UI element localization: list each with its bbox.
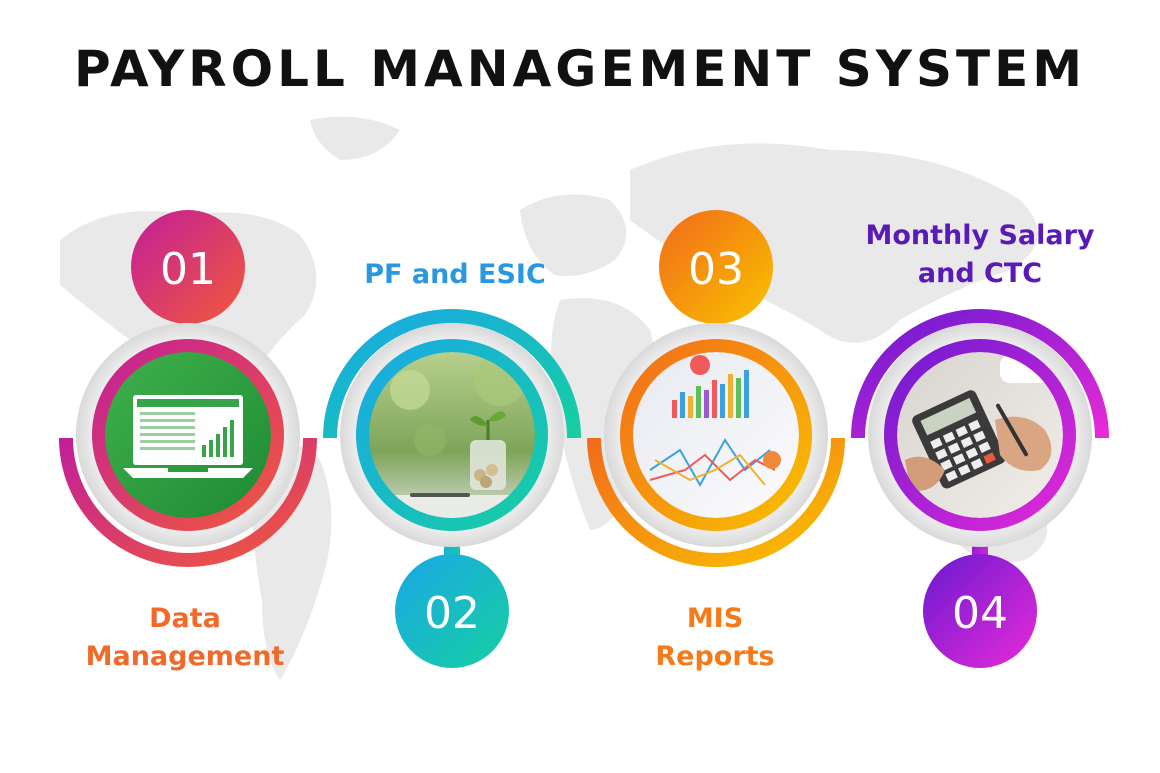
step-04-number: 04: [952, 588, 1008, 639]
step-04-number-bubble: [923, 554, 1037, 668]
step-01-number: 01: [160, 244, 216, 295]
step-03-number-bubble: [659, 210, 773, 324]
laptop-spreadsheet-icon: [105, 352, 271, 518]
step-02-label-line1: PF and ESIC: [364, 259, 546, 290]
page-title: PAYROLL MANAGEMENT SYSTEM: [74, 40, 1086, 98]
step-04-arc: [851, 309, 1109, 439]
report-charts-icon: [633, 352, 799, 518]
step-03-label: MIS Reports: [590, 600, 840, 676]
step-02-number-bubble: [395, 554, 509, 668]
step-04-label: Monthly Salary and CTC: [830, 217, 1130, 293]
step-01-arc: [59, 437, 317, 567]
calculator-icon: [897, 352, 1063, 518]
step-01-number-bubble: [131, 210, 245, 324]
step-03-arc: [587, 437, 845, 567]
step-01: 01: [59, 210, 317, 567]
step-01-label-line2: Management: [85, 641, 285, 672]
step-03-number: 03: [688, 244, 744, 295]
step-03-label-line1: MIS: [686, 603, 744, 634]
step-04-label-line1: Monthly Salary: [865, 220, 1095, 251]
step-04-label-line2: and CTC: [917, 258, 1043, 289]
step-01-label: Data Management: [60, 600, 310, 676]
step-04: 04: [851, 309, 1109, 668]
step-03: 03: [587, 210, 845, 567]
step-02-label: PF and ESIC: [330, 256, 580, 294]
step-02-number: 02: [424, 588, 480, 639]
step-01-label-line1: Data: [149, 603, 221, 634]
step-02: 02: [323, 309, 581, 668]
plant-coins-icon: [369, 352, 535, 518]
step-02-arc: [323, 309, 581, 439]
step-03-label-line2: Reports: [655, 641, 775, 672]
